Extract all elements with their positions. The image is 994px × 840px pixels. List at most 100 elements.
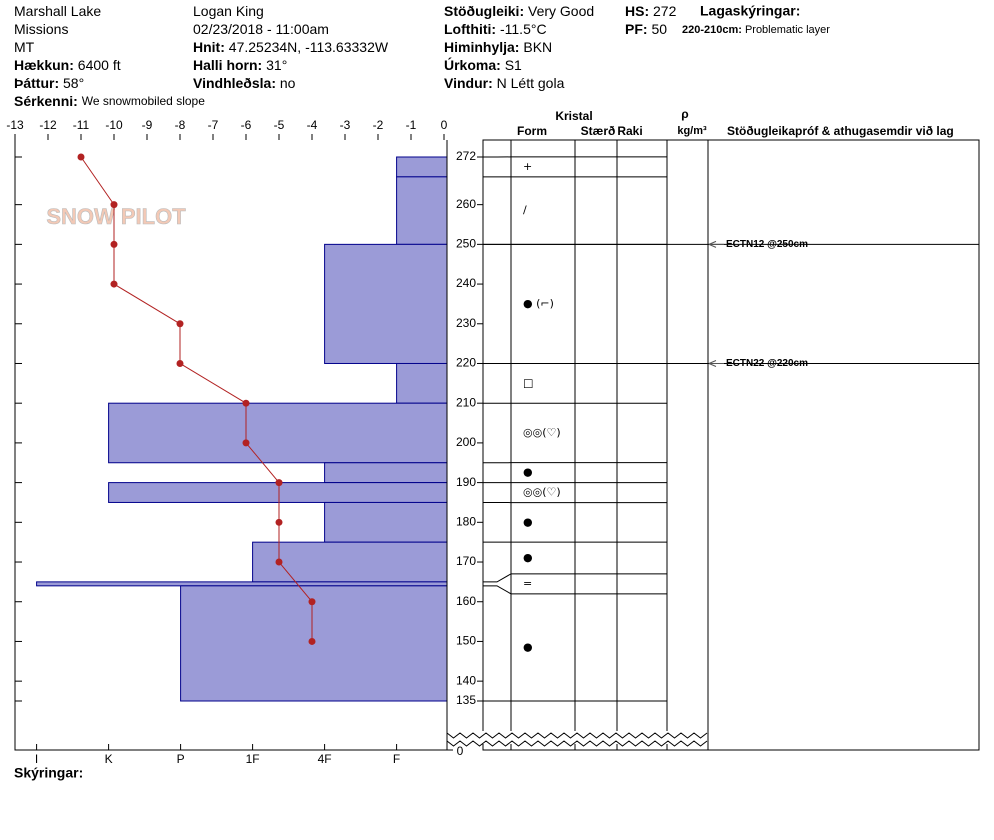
temperature-point	[308, 598, 316, 606]
test-arrow	[708, 360, 724, 367]
depth-tick-label: 135	[456, 693, 476, 707]
depth-tick-label: 160	[456, 594, 476, 608]
test-arrow	[708, 240, 724, 248]
temp-tick-label: -11	[73, 118, 90, 132]
temp-tick-label: -7	[208, 118, 219, 132]
temp-tick-label: -8	[175, 118, 186, 132]
header-field: PF: 50	[625, 21, 667, 37]
hardness-bar	[324, 243, 448, 364]
field-label: Þáttur:	[14, 75, 59, 91]
grain-form: =	[523, 577, 532, 590]
temperature-point	[275, 518, 283, 526]
field-value: 31°	[266, 57, 287, 73]
field-value: BKN	[523, 39, 552, 55]
field-label: Lofthiti:	[444, 21, 496, 37]
header-field: Lofthiti: -11.5°C	[444, 21, 547, 37]
col-header: kg/m³	[677, 125, 707, 137]
layer-boundary	[483, 573, 667, 583]
hardness-bar	[324, 501, 448, 543]
temperature-point	[275, 558, 283, 566]
temperature-point	[77, 153, 85, 161]
header-field: Sérkenni: We snowmobiled slope	[14, 93, 205, 109]
break-zigzag	[446, 740, 708, 747]
field-label: Vindur:	[444, 75, 493, 91]
temp-tick-label: -6	[241, 118, 252, 132]
header-field: Vindhleðsla: no	[193, 75, 296, 91]
grain-form: ●	[523, 551, 533, 564]
field-value: 6400 ft	[78, 57, 121, 73]
left-frame	[14, 140, 448, 751]
field-label: Vindhleðsla:	[193, 75, 276, 91]
temp-tick-label: -4	[307, 118, 318, 132]
depth-tick-label: 180	[456, 514, 476, 528]
temp-tick-label: -2	[373, 118, 384, 132]
temperature-point	[242, 399, 250, 407]
field-value: Logan King	[193, 3, 264, 19]
col-header: Stærð	[581, 124, 616, 138]
field-label: Hækkun:	[14, 57, 74, 73]
header-field: Vindur: N Létt gola	[444, 75, 565, 91]
grain-form: ●	[523, 515, 533, 528]
hardness-bar	[324, 462, 448, 484]
temperature-point	[176, 359, 184, 367]
grain-form: ●	[523, 466, 533, 479]
header-field: 02/23/2018 - 11:00am	[193, 21, 329, 37]
temp-tick-label: -10	[105, 118, 123, 132]
col-header: Stöðugleikapróf & athugasemdir við lag	[727, 124, 954, 138]
field-value: MT	[14, 39, 35, 55]
header-field: Stöðugleiki: Very Good	[444, 3, 594, 19]
temp-tick-label: -5	[274, 118, 285, 132]
field-value: Very Good	[528, 3, 594, 19]
hardness-tick-label: 1F	[246, 752, 260, 766]
header-field: Úrkoma: S1	[444, 56, 522, 73]
depth-tick-label: 170	[456, 554, 476, 568]
header-field: Þáttur: 58°	[14, 75, 84, 91]
depth-tick-label: 140	[456, 673, 476, 687]
depth-tick-label: 260	[456, 197, 476, 211]
temp-tick-label: -9	[142, 118, 153, 132]
header-field: Himinhylja: BKN	[444, 39, 552, 55]
break-zigzag	[446, 732, 708, 739]
header-field: Halli horn: 31°	[193, 57, 287, 73]
hardness-tick-label: I	[35, 752, 38, 766]
grain-form: ◎◎(♡)	[523, 486, 561, 499]
hardness-tick-label: K	[105, 752, 113, 766]
field-value: Marshall Lake	[14, 3, 101, 19]
note-label: 220-210cm:	[682, 24, 742, 36]
header-field: Marshall Lake	[14, 3, 101, 19]
field-label: Halli horn:	[193, 57, 262, 73]
col-header: Form	[517, 124, 547, 138]
field-value: S1	[505, 57, 522, 73]
grain-form: /	[523, 204, 527, 217]
field-value: We snowmobiled slope	[82, 94, 206, 108]
col-header: Kristal	[555, 109, 592, 123]
header-field: Hækkun: 6400 ft	[14, 57, 121, 73]
col-header: Raki	[617, 124, 642, 138]
depth-tick-label: 200	[456, 435, 476, 449]
temperature-point	[275, 479, 283, 487]
temp-tick-label: -12	[39, 118, 57, 132]
depth-tick-label: 230	[456, 316, 476, 330]
base-tick-label: 0	[457, 744, 464, 758]
field-value: 47.25234N, -113.63332W	[229, 39, 389, 55]
hardness-bar	[108, 402, 448, 464]
layer-notes-title: Lagaskýringar:	[700, 3, 800, 19]
hardness-bar	[396, 362, 448, 404]
temperature-point	[176, 320, 184, 328]
temperature-point	[242, 439, 250, 447]
logo: SNOW PILOT	[46, 204, 186, 229]
temp-tick-label: -3	[340, 118, 351, 132]
grain-form: ◎◎(♡)	[523, 426, 561, 439]
temperature-point	[110, 280, 118, 288]
field-label: HS:	[625, 3, 649, 19]
test-label: ECTN22 @220cm	[726, 358, 808, 369]
grain-form: ● (⌐)	[523, 297, 554, 310]
temperature-point	[308, 637, 316, 645]
header-field: MT	[14, 39, 35, 55]
hardness-bar	[396, 156, 448, 178]
field-label: Stöðugleiki:	[444, 3, 524, 19]
right-frame	[482, 139, 980, 751]
temp-tick-label: -13	[6, 118, 24, 132]
depth-tick-label: 190	[456, 475, 476, 489]
